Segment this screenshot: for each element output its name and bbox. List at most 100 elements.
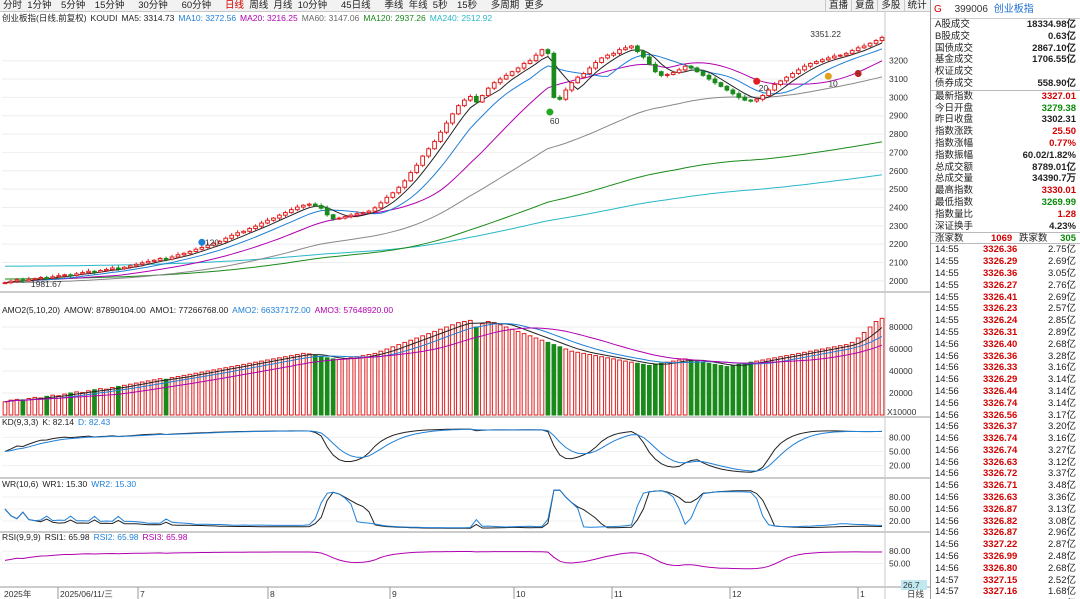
amo-bar	[646, 365, 652, 416]
amo-bar	[312, 355, 318, 416]
tick-time: 14:56	[935, 562, 959, 574]
period-tab[interactable]: 10分钟	[297, 0, 328, 11]
period-tab[interactable]: 季线	[384, 0, 404, 11]
toolbar-button[interactable]: 多股	[877, 0, 903, 12]
period-tab[interactable]: 年线	[408, 0, 428, 11]
toolbar-button[interactable]: 统计	[903, 0, 930, 12]
amo-bar	[533, 337, 539, 416]
candle-body	[378, 202, 384, 209]
candle-body	[473, 95, 479, 103]
advance-label: 涨家数	[935, 233, 964, 245]
tick-list[interactable]: 14:55 3326.36 2.75亿 14:55 3326.29 2.69亿 14:55 3…	[931, 244, 1080, 599]
amo-axis-label: 20000	[889, 388, 913, 398]
quote-value: 25.50	[1052, 126, 1076, 138]
amo-bar	[133, 382, 139, 416]
tick-time: 14:55	[935, 279, 959, 291]
chart-area[interactable]: 3200 3100 3000 2900 2800 2700 2600 2500 2400 2300…	[0, 12, 930, 599]
candle-body	[98, 270, 103, 273]
tick-price: 3326.23	[983, 303, 1018, 315]
period-tab[interactable]: 多周期	[490, 0, 520, 11]
kline-chart[interactable]: 3200 3100 3000 2900 2800 2700 2600 2500 2400 2300…	[0, 12, 930, 599]
price-axis-label: 2900	[889, 111, 908, 121]
amo-bar	[521, 333, 527, 416]
amo-bar	[163, 378, 169, 416]
market-volume-list: A股成交 18334.98亿 B股成交 0.63亿 国债成交 2867.10亿 基金成交 17…	[931, 19, 1080, 90]
candle-body	[294, 206, 300, 211]
price-axis-label: 2700	[889, 147, 908, 157]
legend-item: RSI2: 65.98	[93, 532, 139, 542]
legend-item: MA60: 3147.06	[301, 13, 360, 23]
quote-row: 总成交量 34390.7万	[931, 173, 1080, 185]
toolbar-button[interactable]: 直播	[825, 0, 851, 12]
amo-bar	[330, 358, 336, 416]
period-tab[interactable]: 15分钟	[94, 0, 125, 11]
tick-time: 14:56	[935, 492, 959, 504]
candle-body	[193, 248, 199, 252]
period-tab[interactable]: 日线	[225, 0, 245, 11]
advance-count: 1069	[991, 233, 1013, 245]
amo-bar	[688, 359, 694, 416]
osc-axis-label: 50.00	[889, 559, 911, 569]
price-axis-label: 2000	[889, 276, 908, 286]
tick-time: 14:55	[935, 267, 959, 279]
amo-unit-label: X10000	[887, 407, 917, 417]
candle-body	[867, 42, 873, 47]
amo-bar	[569, 350, 575, 416]
quote-value: 0.63亿	[1048, 30, 1076, 42]
candle-body	[539, 49, 545, 56]
period-tab[interactable]: 更多	[524, 0, 544, 11]
period-tab[interactable]: 45日线	[341, 0, 371, 11]
candle-body	[432, 140, 437, 150]
candle-body	[491, 82, 497, 89]
quote-value: 4.23%	[1049, 220, 1076, 232]
amo-bar	[157, 378, 163, 416]
period-tab[interactable]: 60分钟	[181, 0, 212, 11]
tick-amount: 2.96亿	[1048, 527, 1076, 539]
price-axis-label: 2400	[889, 202, 908, 212]
candle-body	[86, 270, 91, 274]
quote-row: 国债成交 2867.10亿	[931, 43, 1080, 55]
tick-price: 3326.74	[983, 397, 1018, 409]
amo-bar	[348, 357, 354, 416]
tick-amount: 2.85亿	[1048, 315, 1076, 327]
amo-bar	[450, 324, 455, 416]
amo-bar	[605, 357, 610, 416]
legend-item: WR(10,6)	[2, 479, 39, 489]
period-tab[interactable]: 30分钟	[138, 0, 168, 11]
price-axis-label: 3000	[889, 92, 908, 102]
candle-body	[748, 99, 754, 102]
date-axis-label: 2025年	[4, 589, 32, 599]
period-tab[interactable]: 1分钟	[27, 0, 52, 11]
ma-signal-marker	[198, 238, 206, 246]
candle-body	[772, 84, 777, 91]
quote-row: 最低指数 3269.99	[931, 197, 1080, 209]
amo-bar	[127, 383, 133, 416]
index-name[interactable]: 创业板指	[993, 4, 1034, 15]
amo-bar	[324, 357, 330, 416]
period-tab[interactable]: 5秒	[432, 0, 448, 11]
tick-row: 14:56 3326.37 3.20亿	[931, 421, 1080, 433]
amo-bar	[98, 388, 103, 416]
candle-body	[366, 210, 372, 214]
tick-time: 14:55	[935, 326, 959, 338]
amo-bar	[38, 397, 44, 416]
quote-label: 最新指数	[935, 90, 974, 102]
quote-value: 18334.98亿	[1026, 19, 1076, 30]
price-axis-label: 2800	[889, 129, 908, 139]
candle-body	[342, 216, 348, 219]
amo-bar	[485, 321, 491, 416]
period-tab[interactable]: 5分钟	[61, 0, 86, 11]
amo-bar	[563, 348, 569, 416]
period-tab[interactable]: 15秒	[457, 0, 478, 11]
candle-body	[861, 45, 867, 49]
period-tab[interactable]: 周线	[249, 0, 269, 11]
candle-body	[330, 214, 336, 220]
period-tab[interactable]: 月线	[273, 0, 293, 11]
candle-body	[396, 186, 402, 194]
period-tab[interactable]: 分时	[3, 0, 23, 11]
toolbar-button[interactable]: 复盘	[851, 0, 877, 12]
tick-time: 14:56	[935, 362, 959, 374]
osc-axis-label: 20.00	[889, 516, 911, 526]
candle-body	[682, 65, 688, 71]
candle-body	[50, 276, 56, 279]
